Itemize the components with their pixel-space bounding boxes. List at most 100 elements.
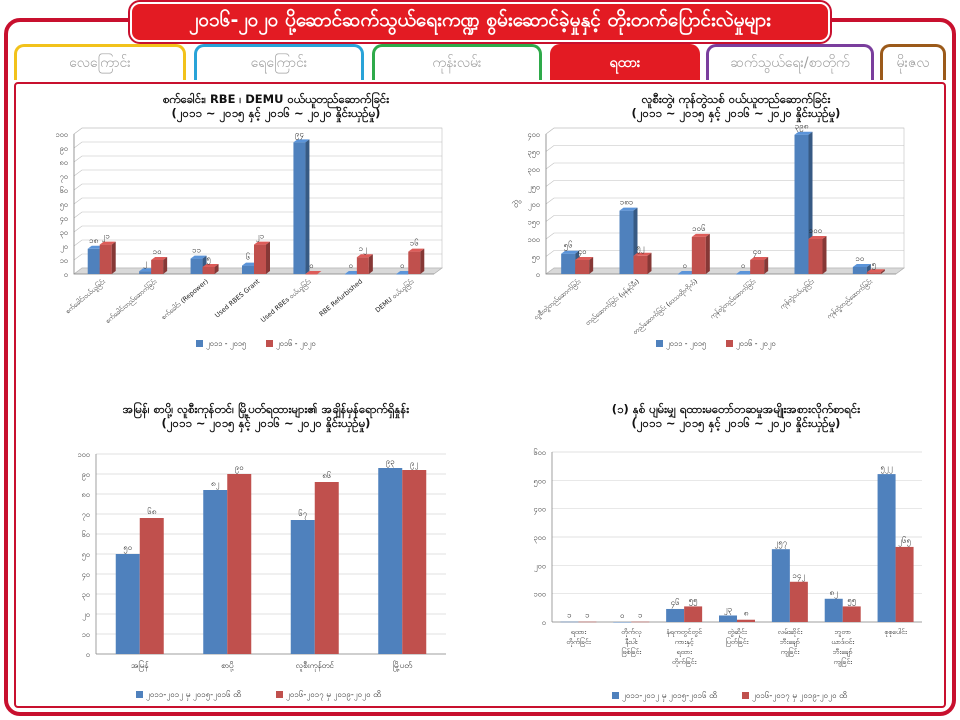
legend-swatch [136, 691, 143, 698]
bar-top [99, 241, 116, 245]
data-label: ၆၇ [298, 508, 307, 520]
gridline [545, 250, 904, 257]
x-tick-label: ဖြစ်ခြင်း [621, 647, 641, 657]
y-tick-label: ၃၅၀ [527, 148, 540, 158]
legend-label: ၂၀၁၁-၂၀၁၂ မှ ၂၀၁၅-၂၀၁၆ ထိ [146, 689, 241, 701]
legend-label: ၂၀၁၁-၂၀၁၂ မှ ၂၀၁၅-၂၀၁၆ ထိ [622, 690, 717, 702]
data-label: ၉၂ [410, 459, 419, 470]
y-axis-label: တွဲ [510, 200, 522, 208]
bar [356, 257, 369, 274]
x-tick-label: တွဲဆိုင်း [727, 628, 746, 637]
chart2-subtitle: (၂၀၁၁ ~ ၂၀၁၅ နှင့် ၂၀၁၆ ~ ၂၀၂၀ နှိုင်းယှ… [631, 106, 841, 120]
bar [684, 606, 703, 622]
bar-top [750, 257, 769, 260]
x-tick-label: ကျခြင်း [780, 647, 799, 657]
bar [408, 251, 421, 274]
data-label: ၀ [400, 261, 405, 270]
bar [789, 581, 808, 622]
bar [344, 274, 357, 275]
tab-railway[interactable]: ရထား [550, 44, 700, 80]
bar-side [214, 264, 219, 274]
tab-meteorology[interactable]: မိုးဇလ [880, 44, 946, 80]
legend-label: ၂၀၁၆-၂၀၁၇ မှ ၂၀၁၉-၂၀၂၀ ထိ [752, 690, 847, 702]
gridline [545, 267, 904, 275]
data-label: ၈၂ [211, 479, 220, 490]
data-label: ၁၀ [153, 247, 162, 256]
data-label: ၅ [206, 254, 211, 265]
bar-top [633, 252, 652, 256]
x-tick-label: ကုန်တွဲတည်ဆောက်ခြင်း [708, 276, 759, 321]
gridline [73, 253, 442, 261]
legend-label: ၂၀၁၆ - ၂၀၂၀ [276, 339, 316, 349]
gridline [73, 267, 442, 275]
gridline [545, 180, 904, 187]
gridline [545, 215, 904, 222]
x-tick-label: Used RBEs ဝယ်ယူခြင်း [259, 276, 314, 324]
data-label: ၅၆ [564, 240, 573, 252]
gridline [73, 141, 442, 149]
gridline [545, 232, 904, 240]
bar [190, 258, 203, 274]
bar-top [293, 139, 310, 143]
x-tick-label: ကားနှင့် [675, 638, 695, 647]
bar-top [808, 236, 827, 239]
y-tick-label: ၀ [64, 270, 68, 279]
legend-swatch [742, 692, 749, 699]
gridline [73, 211, 442, 219]
bar [866, 272, 881, 274]
x-tick-label: တည်ဆောက်ခြင်း (မှန်နှင့်မီး) [583, 277, 641, 328]
x-tick-label: DEMU ဝယ်ယူခြင်း [373, 276, 416, 315]
data-label: ၉၀ [235, 463, 244, 474]
y-tick-label: ၁၅၀ [527, 218, 540, 228]
data-label: ၀ [309, 261, 314, 270]
data-label: ၁ [638, 611, 643, 620]
legend-label: ၂၀၁၆ - ၂၀၂၀ [736, 339, 776, 349]
data-label: ၁၄၂ [792, 571, 805, 582]
bar-top [151, 257, 168, 260]
data-label: ၈ [744, 609, 749, 618]
tab-water[interactable]: ရေကြောင်း [194, 44, 364, 80]
data-label: ၀ [349, 261, 354, 270]
x-tick-label: မြို့ပတ် [393, 660, 413, 672]
y-tick-label: ၆၀၀ [533, 448, 546, 457]
bar-top [190, 255, 207, 259]
bar [677, 274, 692, 275]
data-label: ၆၈ [147, 506, 156, 516]
data-label: ၂၃ [724, 604, 732, 615]
data-label: ၀ [741, 261, 746, 270]
gridline [73, 239, 442, 247]
bar-side [305, 139, 310, 274]
bar [290, 520, 315, 654]
y-tick-label: ၈၀ [81, 490, 90, 499]
bar-side [420, 248, 425, 274]
tab-air[interactable]: လေကြောင်း [14, 44, 186, 80]
data-label: ၁ [567, 611, 572, 620]
bar-side [764, 257, 769, 274]
data-label: ၀ [620, 611, 625, 620]
bar [87, 248, 100, 274]
bar [895, 546, 914, 622]
data-label: ၀ [683, 261, 688, 270]
tab-road[interactable]: ကုန်းလမ်း [372, 44, 542, 80]
y-tick-label: ၁၀၀ [55, 130, 68, 139]
bar [242, 265, 254, 274]
tab-communication-post[interactable]: ဆက်သွယ်ရေး/စာတိုက် [706, 44, 874, 80]
legend-swatch [196, 340, 203, 347]
bar [396, 274, 409, 275]
x-tick-label: နီးပါး [625, 638, 638, 647]
bar-side [589, 257, 594, 274]
bar-top [575, 257, 594, 260]
y-tick-label: ၂၀၀ [534, 561, 546, 571]
chart-back-wall [545, 127, 905, 275]
bar [719, 615, 737, 622]
data-label: ၅ [872, 259, 877, 270]
x-tick-label: ပြတ်ခြင်း [726, 637, 749, 647]
data-label: ၅၂ [636, 243, 645, 254]
data-label: ၁၈ [89, 236, 98, 245]
data-label: ၉၃ [386, 457, 395, 468]
bar [139, 518, 164, 654]
chart4-title: (၁) နှစ် ပျမ်းမျှ ရထားမတော်တဆမှုအမျိုးအစ… [611, 402, 861, 416]
data-label: ၂၁ [256, 232, 264, 243]
bar [402, 470, 427, 654]
bar-side [111, 241, 116, 274]
